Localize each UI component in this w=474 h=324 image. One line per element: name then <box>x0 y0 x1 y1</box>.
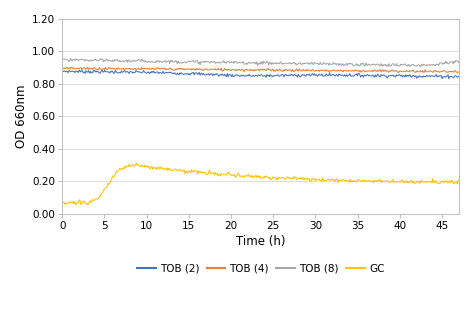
GC <box>59 199 65 202</box>
TOB (8) <box>118 60 123 64</box>
Line: GC: GC <box>62 163 459 205</box>
TOB (2) <box>375 72 381 76</box>
TOB (8) <box>79 57 84 61</box>
Legend: TOB (2), TOB (4), TOB (8), GC: TOB (2), TOB (4), TOB (8), GC <box>133 260 389 278</box>
TOB (4) <box>284 69 290 73</box>
TOB (8) <box>284 61 290 65</box>
TOB (2) <box>456 75 462 79</box>
TOB (8) <box>68 57 73 61</box>
TOB (2) <box>284 74 290 78</box>
GC <box>79 202 84 206</box>
TOB (4) <box>456 70 462 74</box>
TOB (8) <box>59 57 65 61</box>
GC <box>73 203 79 207</box>
GC <box>285 175 291 179</box>
TOB (4) <box>375 70 381 74</box>
GC <box>118 167 123 171</box>
TOB (4) <box>78 66 84 70</box>
Line: TOB (8): TOB (8) <box>62 59 459 66</box>
TOB (2) <box>140 70 146 74</box>
TOB (2) <box>78 70 84 74</box>
GC <box>456 178 462 182</box>
TOB (4) <box>140 67 146 71</box>
TOB (8) <box>417 64 423 68</box>
TOB (2) <box>118 71 123 75</box>
TOB (4) <box>211 68 217 72</box>
TOB (2) <box>211 72 217 76</box>
GC <box>376 179 382 183</box>
TOB (8) <box>140 59 146 63</box>
TOB (8) <box>211 60 217 64</box>
TOB (2) <box>59 68 65 72</box>
TOB (4) <box>139 65 145 69</box>
X-axis label: Time (h): Time (h) <box>236 235 285 248</box>
TOB (8) <box>375 62 381 66</box>
Line: TOB (4): TOB (4) <box>62 67 459 73</box>
TOB (4) <box>117 67 123 71</box>
Y-axis label: OD 660nm: OD 660nm <box>15 85 28 148</box>
GC <box>141 165 146 168</box>
TOB (2) <box>79 68 84 72</box>
TOB (4) <box>59 66 65 70</box>
TOB (8) <box>456 61 462 65</box>
TOB (4) <box>396 71 402 75</box>
Line: TOB (2): TOB (2) <box>62 70 459 79</box>
GC <box>134 161 139 165</box>
TOB (2) <box>446 77 452 81</box>
GC <box>212 173 218 177</box>
